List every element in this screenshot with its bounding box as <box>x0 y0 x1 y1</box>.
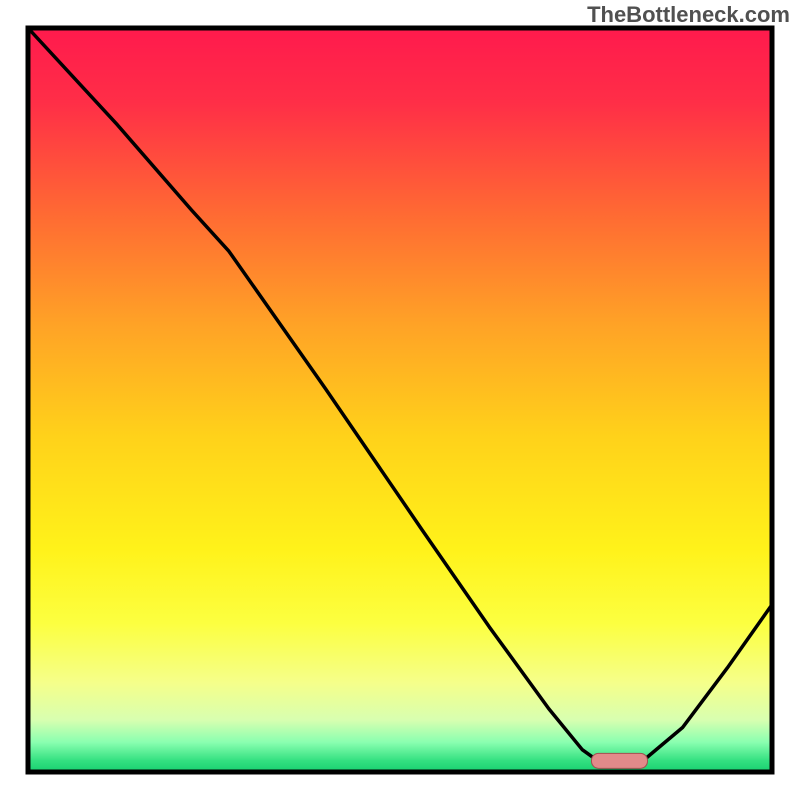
bottleneck-chart: TheBottleneck.com <box>0 0 800 800</box>
optimal-marker <box>591 753 647 768</box>
chart-svg <box>0 0 800 800</box>
gradient-background <box>28 28 772 772</box>
watermark-text: TheBottleneck.com <box>587 2 790 28</box>
